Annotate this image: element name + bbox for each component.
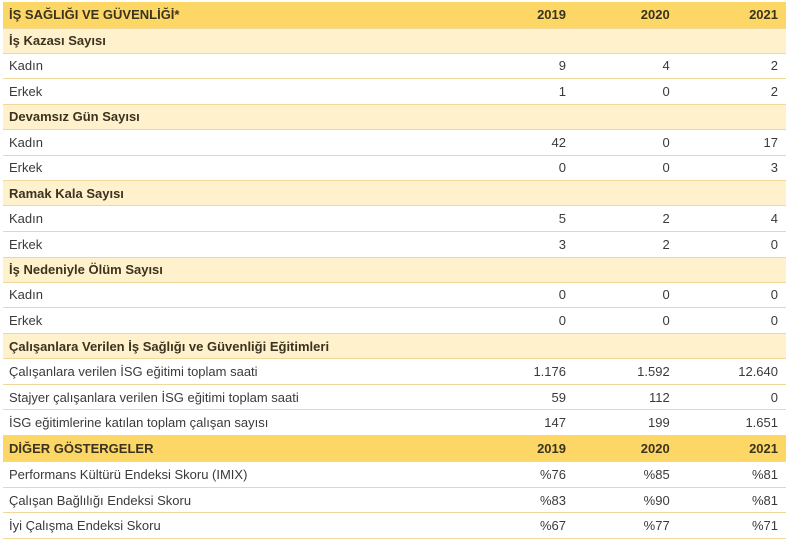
row-label: İSG eğitimlerine katılan toplam çalışan … [3,409,471,437]
group-title: İş Nedeniyle Ölüm Sayısı [3,257,786,283]
cell-value: %81 [677,461,786,488]
row-label: Stajyer çalışanlara verilen İSG eğitimi … [3,384,471,411]
cell-value: 0 [573,78,678,105]
cell-value: 1.592 [573,358,678,385]
cell-value: 17 [677,129,786,156]
cell-value: 2 [677,53,786,80]
cell-value: 3 [677,155,786,182]
group-title: Devamsız Gün Sayısı [3,104,786,130]
cell-value: %83 [470,487,574,514]
table-row: Kadın 0 0 0 [3,282,786,309]
cell-value: %77 [573,512,678,540]
cell-value: 42 [470,129,574,156]
table-row: Stajyer çalışanlara verilen İSG eğitimi … [3,384,786,411]
cell-value: 0 [573,307,678,334]
section-header-row: İŞ SAĞLIĞI VE GÜVENLİĞİ* 2019 2020 2021 [3,2,786,29]
table-row: Çalışanlara verilen İSG eğitimi toplam s… [3,358,786,385]
row-label: Kadın [3,129,471,156]
cell-value: %76 [470,461,574,488]
section-header-row: DİĞER GÖSTERGELER 2019 2020 2021 [3,435,786,463]
cell-value: 112 [573,384,678,411]
row-label: Kadın [3,205,471,232]
year-header: 2019 [470,435,574,463]
section-title: DİĞER GÖSTERGELER [3,435,471,463]
group-header-row: Çalışanlara Verilen İş Sağlığı ve Güvenl… [3,333,786,359]
cell-value: %81 [677,487,786,514]
cell-value: 0 [470,282,574,309]
cell-value: 0 [470,155,574,182]
isg-table-body: İŞ SAĞLIĞI VE GÜVENLİĞİ* 2019 2020 2021 İş K… [3,2,786,540]
cell-value: 0 [573,282,678,309]
cell-value: 1.176 [470,358,574,385]
table-row: Erkek 0 0 3 [3,155,786,182]
group-title: Ramak Kala Sayısı [3,180,786,207]
row-label: İyi Çalışma Endeksi Skoru [3,512,471,540]
group-header-row: Devamsız Gün Sayısı [3,104,786,130]
cell-value: %85 [573,461,678,488]
cell-value: 0 [677,384,786,411]
isg-table: İŞ SAĞLIĞI VE GÜVENLİĞİ* 2019 2020 2021 İş K… [3,2,786,540]
year-header: 2021 [677,435,786,463]
table-row: Kadın 5 2 4 [3,205,786,232]
row-label: Kadın [3,282,471,309]
cell-value: 0 [470,307,574,334]
group-header-row: İş Nedeniyle Ölüm Sayısı [3,257,786,283]
row-label: Erkek [3,155,471,182]
cell-value: 9 [470,53,574,80]
cell-value: 2 [573,231,678,258]
table-row: Erkek 3 2 0 [3,231,786,258]
cell-value: 5 [470,205,574,232]
row-label: Erkek [3,307,471,334]
table-row: Çalışan Bağlılığı Endeksi Skoru %83 %90 %81 [3,487,786,514]
cell-value: 12.640 [677,358,786,385]
cell-value: %90 [573,487,678,514]
section-title: İŞ SAĞLIĞI VE GÜVENLİĞİ* [3,2,471,29]
cell-value: 0 [677,231,786,258]
cell-value: 1 [470,78,574,105]
cell-value: 0 [677,307,786,334]
group-header-row: Ramak Kala Sayısı [3,180,786,207]
table-row: İyi Çalışma Endeksi Skoru %67 %77 %71 [3,512,786,540]
row-label: Erkek [3,78,471,105]
cell-value: 2 [573,205,678,232]
group-header-row: İş Kazası Sayısı [3,28,786,54]
table-row: Performans Kültürü Endeksi Skoru (IMIX)%… [3,461,786,488]
row-label: Çalışan Bağlılığı Endeksi Skoru [3,487,471,514]
cell-value: 199 [573,409,678,437]
cell-value: 2 [677,78,786,105]
table-row: İSG eğitimlerine katılan toplam çalışan … [3,409,786,437]
table-row: Erkek 1 0 2 [3,78,786,105]
year-header: 2021 [677,2,786,29]
cell-value: %71 [677,512,786,540]
year-header: 2020 [573,2,678,29]
cell-value: %67 [470,512,574,540]
table-row: Erkek 0 0 0 [3,307,786,334]
cell-value: 3 [470,231,574,258]
cell-value: 0 [573,129,678,156]
cell-value: 1.651 [677,409,786,437]
cell-value: 0 [573,155,678,182]
group-title: Çalışanlara Verilen İş Sağlığı ve Güvenl… [3,333,786,359]
group-title: İş Kazası Sayısı [3,28,786,54]
row-label: Kadın [3,53,471,80]
cell-value: 4 [677,205,786,232]
table-row: Kadın 9 4 2 [3,53,786,80]
row-label: Çalışanlara verilen İSG eğitimi toplam s… [3,358,471,385]
cell-value: 0 [677,282,786,309]
table-row: Kadın 42 0 17 [3,129,786,156]
row-label: Erkek [3,231,471,258]
cell-value: 4 [573,53,678,80]
row-label: Performans Kültürü Endeksi Skoru (IMIX) [3,461,471,488]
cell-value: 59 [470,384,574,411]
cell-value: 147 [470,409,574,437]
year-header: 2019 [470,2,574,29]
year-header: 2020 [573,435,678,463]
